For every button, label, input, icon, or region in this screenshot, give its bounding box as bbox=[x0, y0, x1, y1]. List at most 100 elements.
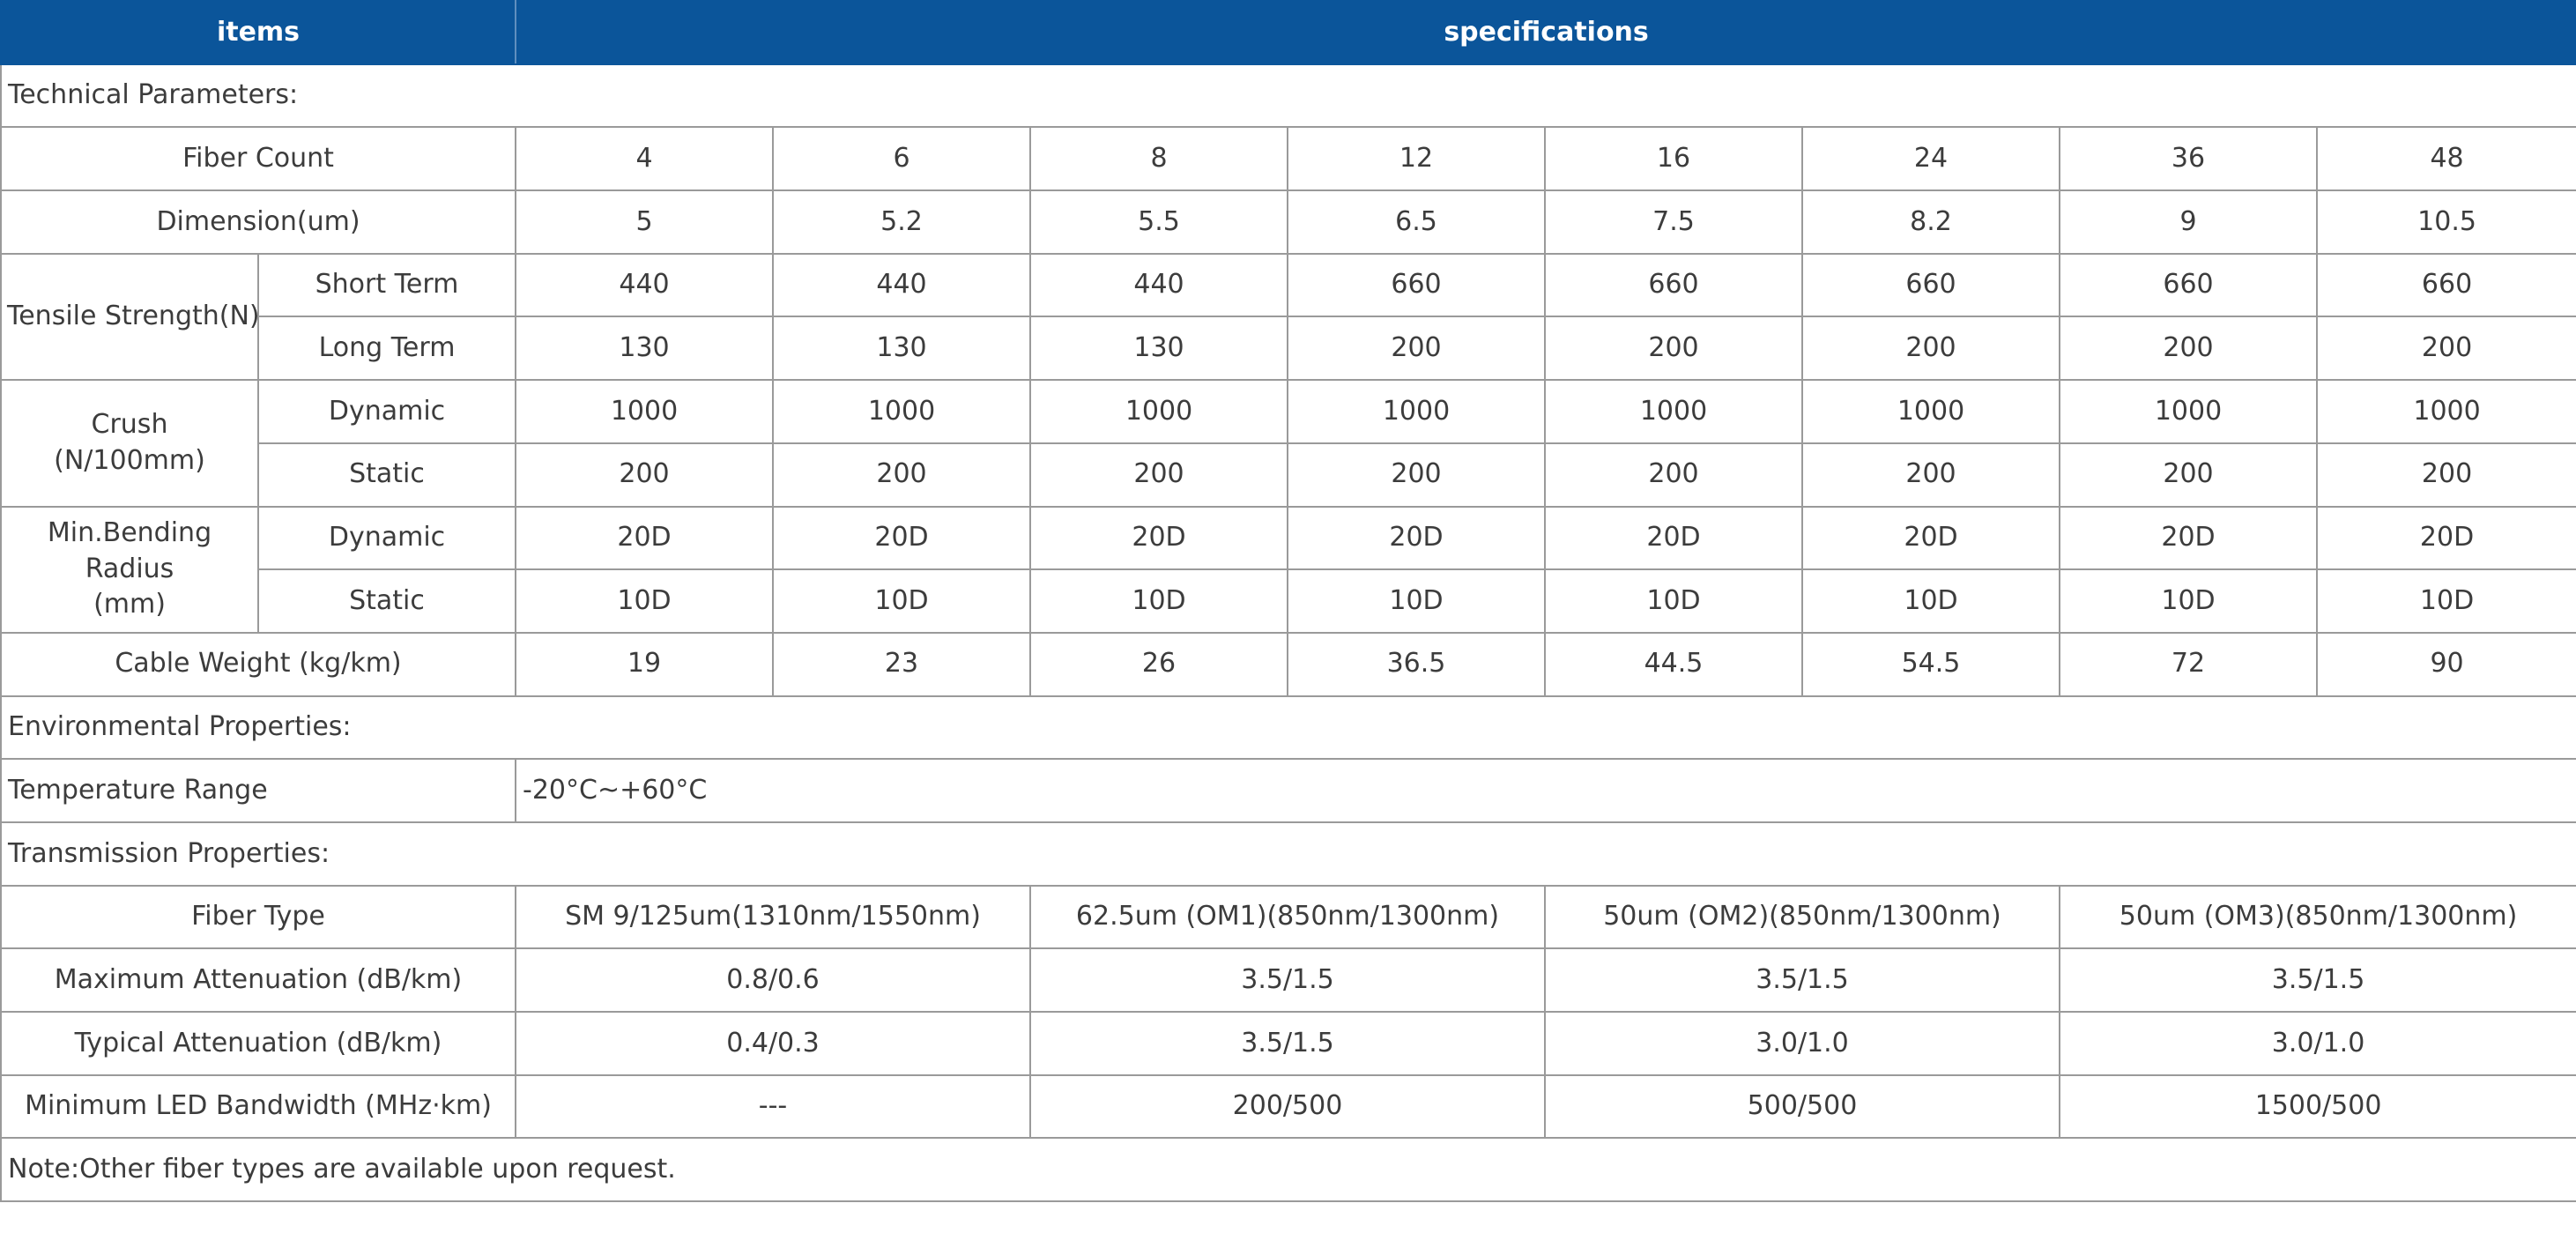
cable-weight-row: Cable Weight (kg/km) 19 23 26 36.5 44.5 … bbox=[0, 631, 2576, 697]
value-cell: 200 bbox=[515, 442, 774, 508]
max-attenuation-row: Maximum Attenuation (dB/km) 0.8/0.6 3.5/… bbox=[0, 947, 2576, 1013]
value-cell: 3.5/1.5 bbox=[1029, 1011, 1546, 1076]
fiber-count-cell: 8 bbox=[1029, 126, 1288, 192]
row-sub-label: Short Term bbox=[257, 252, 516, 318]
value-cell: 20D bbox=[1544, 505, 1803, 571]
value-cell: 660 bbox=[1801, 252, 2060, 318]
value-cell: 19 bbox=[515, 631, 774, 697]
row-label: Temperature Range bbox=[0, 758, 516, 823]
value-cell: 200 bbox=[772, 442, 1031, 508]
value-cell: 1000 bbox=[1801, 379, 2060, 444]
value-cell: 3.5/1.5 bbox=[1544, 947, 2060, 1013]
bending-dynamic-row: Min.Bending Radius (mm) Dynamic 20D 20D 2… bbox=[0, 505, 2576, 634]
bending-static-row: Static 10D 10D 10D 10D 10D 10D 10D 10D bbox=[1, 568, 2576, 634]
value-cell: 3.0/1.0 bbox=[1544, 1011, 2060, 1076]
value-cell: 1000 bbox=[2315, 379, 2576, 444]
value-cell: 0.4/0.3 bbox=[515, 1011, 1031, 1076]
value-cell: 10D bbox=[2059, 568, 2318, 634]
value-cell: 7.5 bbox=[1544, 189, 1803, 255]
tensile-long-row: Long Term 130 130 130 200 200 200 200 20… bbox=[1, 316, 2576, 382]
value-cell: 50um (OM2)(850nm/1300nm) bbox=[1544, 884, 2060, 950]
bending-label-line1: Min.Bending Radius bbox=[47, 517, 212, 584]
specification-table: items specifications Technical Parameter… bbox=[0, 0, 2576, 1203]
value-cell: 0.8/0.6 bbox=[515, 947, 1031, 1013]
value-cell: 5.2 bbox=[772, 189, 1031, 255]
value-cell: 20D bbox=[2315, 505, 2576, 571]
value-cell: 10D bbox=[772, 568, 1031, 634]
value-cell: 200 bbox=[2059, 442, 2318, 508]
value-cell: 200 bbox=[2059, 316, 2318, 382]
value-cell: 20D bbox=[1029, 505, 1288, 571]
dimension-row: Dimension(um) 5 5.2 5.5 6.5 7.5 8.2 9 10… bbox=[0, 189, 2576, 255]
header-row: items specifications bbox=[0, 0, 2576, 65]
crush-static-row: Static 200 200 200 200 200 200 200 200 bbox=[1, 442, 2576, 508]
value-cell: 3.0/1.0 bbox=[2058, 1011, 2576, 1076]
value-cell: 130 bbox=[772, 316, 1031, 382]
value-cell: 660 bbox=[1287, 252, 1546, 318]
value-cell: 1000 bbox=[2059, 379, 2318, 444]
row-label: Maximum Attenuation (dB/km) bbox=[0, 947, 516, 1013]
value-cell: 23 bbox=[772, 631, 1031, 697]
fiber-count-cell: 6 bbox=[772, 126, 1031, 192]
note-row: Note:Other fiber types are available upo… bbox=[0, 1137, 2576, 1203]
value-cell: 1000 bbox=[1029, 379, 1288, 444]
value-cell: 3.5/1.5 bbox=[2058, 947, 2576, 1013]
row-label: Dimension(um) bbox=[0, 189, 516, 255]
value-cell: --- bbox=[515, 1073, 1031, 1140]
value-cell: 200 bbox=[1544, 442, 1803, 508]
value-cell: 200 bbox=[1287, 442, 1546, 508]
value-cell: 10D bbox=[1029, 568, 1288, 634]
transmission-properties-heading: Transmission Properties: bbox=[0, 821, 2576, 887]
value-cell: 20D bbox=[1287, 505, 1546, 571]
value-cell: 200 bbox=[1544, 316, 1803, 382]
typical-attenuation-row: Typical Attenuation (dB/km) 0.4/0.3 3.5/… bbox=[0, 1011, 2576, 1076]
value-cell: 20D bbox=[772, 505, 1031, 571]
section-row: Technical Parameters: bbox=[0, 63, 2576, 129]
value-cell: 10.5 bbox=[2315, 189, 2576, 255]
fiber-count-row: Fiber Count 4 6 8 12 16 24 36 48 bbox=[0, 126, 2576, 192]
value-cell: 44.5 bbox=[1544, 631, 1803, 697]
value-cell: 5.5 bbox=[1029, 189, 1288, 255]
row-label: Typical Attenuation (dB/km) bbox=[0, 1011, 516, 1076]
value-cell: 660 bbox=[2315, 252, 2576, 318]
value-cell: 660 bbox=[2059, 252, 2318, 318]
value-cell: 10D bbox=[1544, 568, 1803, 634]
crush-dynamic-row: Crush (N/100mm) Dynamic 1000 1000 1000 10… bbox=[0, 379, 2576, 508]
row-label: Fiber Count bbox=[0, 126, 516, 192]
value-cell: 10D bbox=[1287, 568, 1546, 634]
value-cell: 5 bbox=[515, 189, 774, 255]
row-label: Minimum LED Bandwidth (MHz·km) bbox=[0, 1073, 516, 1140]
value-cell: 36.5 bbox=[1287, 631, 1546, 697]
value-cell: 72 bbox=[2059, 631, 2318, 697]
value-cell: 6.5 bbox=[1287, 189, 1546, 255]
value-cell: 440 bbox=[515, 252, 774, 318]
section-row: Environmental Properties: bbox=[0, 694, 2576, 761]
row-sub-label: Dynamic bbox=[257, 505, 516, 571]
row-label: Fiber Type bbox=[0, 884, 516, 950]
value-cell: 1000 bbox=[772, 379, 1031, 444]
fiber-count-cell: 24 bbox=[1801, 126, 2060, 192]
crush-label-line1: Crush bbox=[91, 409, 168, 441]
fiber-count-cell: 48 bbox=[2315, 126, 2576, 192]
led-bandwidth-row: Minimum LED Bandwidth (MHz·km) --- 200/5… bbox=[0, 1073, 2576, 1140]
value-cell: 660 bbox=[1544, 252, 1803, 318]
fiber-count-cell: 4 bbox=[515, 126, 774, 192]
value-cell: 200 bbox=[1801, 442, 2060, 508]
value-cell: 20D bbox=[1801, 505, 2060, 571]
value-cell: 50um (OM3)(850nm/1300nm) bbox=[2058, 884, 2576, 950]
row-label: Cable Weight (kg/km) bbox=[0, 631, 516, 697]
value-cell: 9 bbox=[2059, 189, 2318, 255]
value-cell: SM 9/125um(1310nm/1550nm) bbox=[515, 884, 1031, 950]
temperature-value: -20°C~+60°C bbox=[514, 758, 2576, 823]
value-cell: 8.2 bbox=[1801, 189, 2060, 255]
row-sub-label: Static bbox=[257, 442, 516, 508]
fiber-count-cell: 12 bbox=[1287, 126, 1546, 192]
specifications-header: specifications bbox=[514, 0, 2576, 65]
tensile-short-row: Tensile Strength(N) Short Term 440 440 4… bbox=[0, 252, 2576, 382]
technical-parameters-heading: Technical Parameters: bbox=[0, 63, 2576, 129]
value-cell: 200 bbox=[1287, 316, 1546, 382]
value-cell: 20D bbox=[2059, 505, 2318, 571]
value-cell: 90 bbox=[2315, 631, 2576, 697]
row-sub-label: Dynamic bbox=[257, 379, 516, 444]
value-cell: 200 bbox=[2315, 442, 2576, 508]
